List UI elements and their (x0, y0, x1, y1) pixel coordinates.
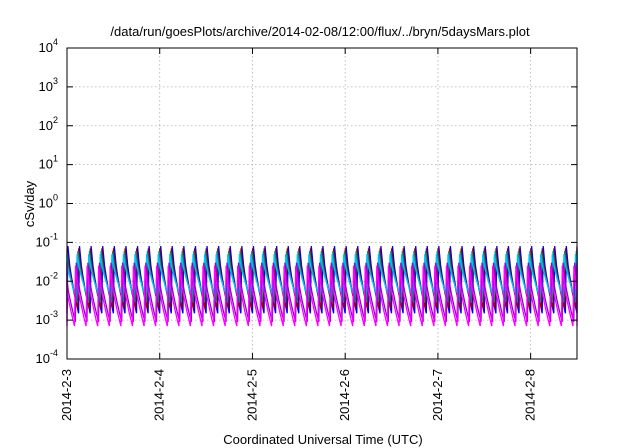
series-line (66, 265, 578, 327)
x-axis-label: Coordinated Universal Time (UTC) (223, 432, 422, 447)
x-tick-label: 2014-2-6 (337, 369, 352, 421)
series-line (66, 262, 578, 323)
y-tick-label: 102 (39, 115, 58, 133)
y-tick-label: 10-3 (36, 309, 58, 327)
y-tick-label: 101 (39, 154, 58, 172)
y-tick-label: 10-1 (36, 231, 58, 249)
series-layer (66, 246, 578, 327)
y-tick-label: 10-4 (36, 348, 58, 366)
y-tick-label: 10-2 (36, 270, 58, 288)
x-tick-label: 2014-2-8 (523, 369, 538, 421)
x-tick-label: 2014-2-3 (59, 369, 74, 421)
y-tick-label: 104 (39, 37, 58, 55)
x-tick-label: 2014-2-5 (244, 369, 259, 421)
y-tick-label: 100 (39, 193, 58, 211)
x-tick-label: 2014-2-4 (152, 369, 167, 421)
x-axis: 2014-2-3 2014-2-4 2014-2-5 2014-2-6 2014-2-7… (59, 48, 538, 421)
y-axis-label: cSv/day (22, 180, 37, 227)
x-tick-label: 2014-2-7 (430, 369, 445, 421)
chart-title: /data/run/goesPlots/archive/2014-02-08/1… (110, 24, 530, 39)
y-axis: 10-4 10-3 10-2 10-1 100 101 102 103 104 (36, 37, 577, 366)
y-tick-label: 103 (39, 76, 58, 94)
